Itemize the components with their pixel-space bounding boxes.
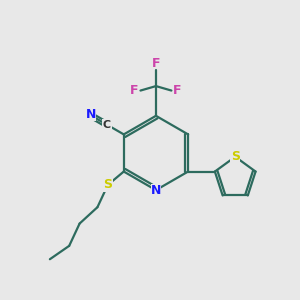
Text: F: F xyxy=(130,84,139,97)
Text: N: N xyxy=(151,184,161,196)
Text: F: F xyxy=(173,84,182,97)
Text: C: C xyxy=(103,120,111,130)
Text: F: F xyxy=(152,57,160,70)
Text: S: S xyxy=(231,150,240,163)
Text: S: S xyxy=(103,178,112,191)
Text: N: N xyxy=(86,108,96,121)
